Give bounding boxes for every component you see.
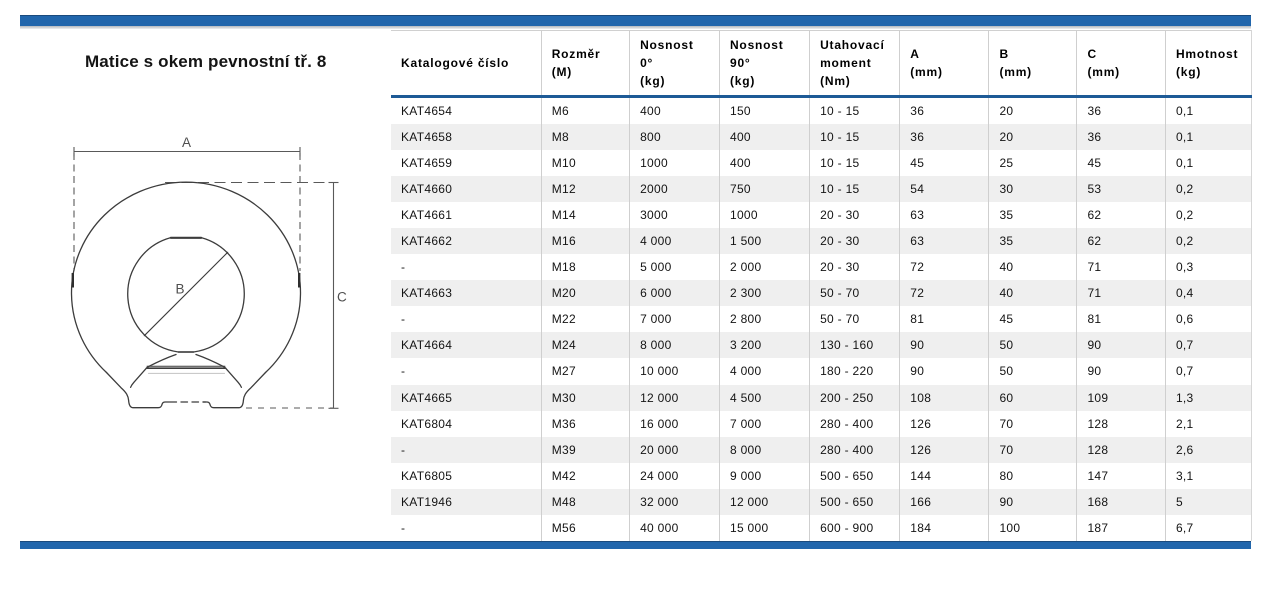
svg-text:A: A — [182, 135, 191, 150]
svg-text:C: C — [337, 290, 347, 305]
svg-text:B: B — [176, 282, 185, 297]
